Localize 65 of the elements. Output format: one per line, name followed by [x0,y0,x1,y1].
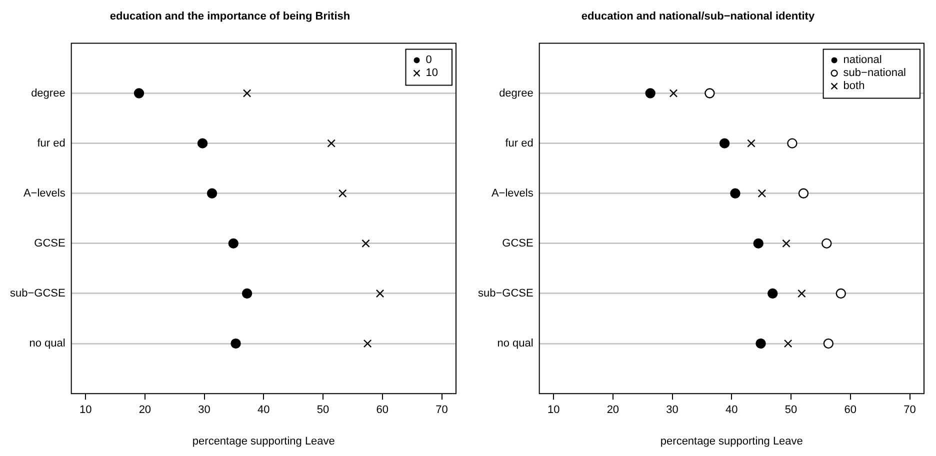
point [798,188,809,198]
legend-label: 0 [426,54,432,66]
point [376,289,384,298]
legend-label: both [843,80,865,92]
point [228,238,238,249]
point [363,339,372,348]
x-tick-label: 10 [547,404,560,416]
point [768,288,778,299]
y-tick-label: degree [31,87,66,100]
x-tick-label: 50 [784,404,798,416]
x-tick-label: 40 [258,404,270,416]
y-tick-label: no qual [29,338,66,350]
chart-title: education and the importance of being British [110,10,350,23]
y-tick-label: fur ed [37,137,66,150]
y-tick-label: degree [499,87,534,100]
point [645,88,656,98]
point [669,89,678,98]
point [758,189,766,198]
y-tick-label: sub−GCSE [478,288,534,300]
x-tick-label: 10 [79,404,92,416]
x-axis-title: percentage supporting Leave [660,435,803,448]
point [704,88,715,98]
legend-label: national [843,54,882,66]
point [230,338,241,349]
x-tick-label: 40 [726,404,738,416]
x-tick-label: 70 [436,404,448,416]
point [756,338,766,349]
x-tick-label: 60 [376,404,389,416]
point [836,288,846,299]
point [242,89,252,98]
y-tick-label: A−levels [491,187,534,200]
point [362,239,370,248]
y-tick-label: no qual [497,338,534,350]
y-tick-label: GCSE [502,237,534,250]
y-tick-label: sub−GCSE [10,288,66,300]
point [823,338,834,349]
point [798,289,806,298]
legend-label: sub−national [843,67,906,80]
y-tick-label: fur ed [505,137,534,150]
point [747,139,756,148]
x-tick-label: 20 [138,404,152,416]
point [822,238,832,249]
x-tick-label: 30 [198,404,210,416]
point [134,88,144,98]
point [242,288,252,299]
y-tick-label: GCSE [34,237,66,250]
x-tick-label: 50 [316,404,330,416]
point [206,188,218,198]
legend-label: 10 [426,67,438,80]
x-tick-label: 70 [904,404,916,416]
point [782,239,790,248]
x-axis-title: percentage supporting Leave [192,435,335,448]
point [327,139,336,148]
point [753,238,764,249]
point [730,188,740,198]
point [787,138,798,148]
chart-title: education and national/sub−national identity [581,10,816,23]
point [719,138,730,148]
x-tick-label: 30 [666,404,678,416]
y-tick-label: A−levels [23,187,66,200]
x-tick-label: 20 [606,404,620,416]
x-tick-label: 60 [844,404,857,416]
point [338,189,347,198]
point [784,339,792,348]
point [197,138,208,148]
